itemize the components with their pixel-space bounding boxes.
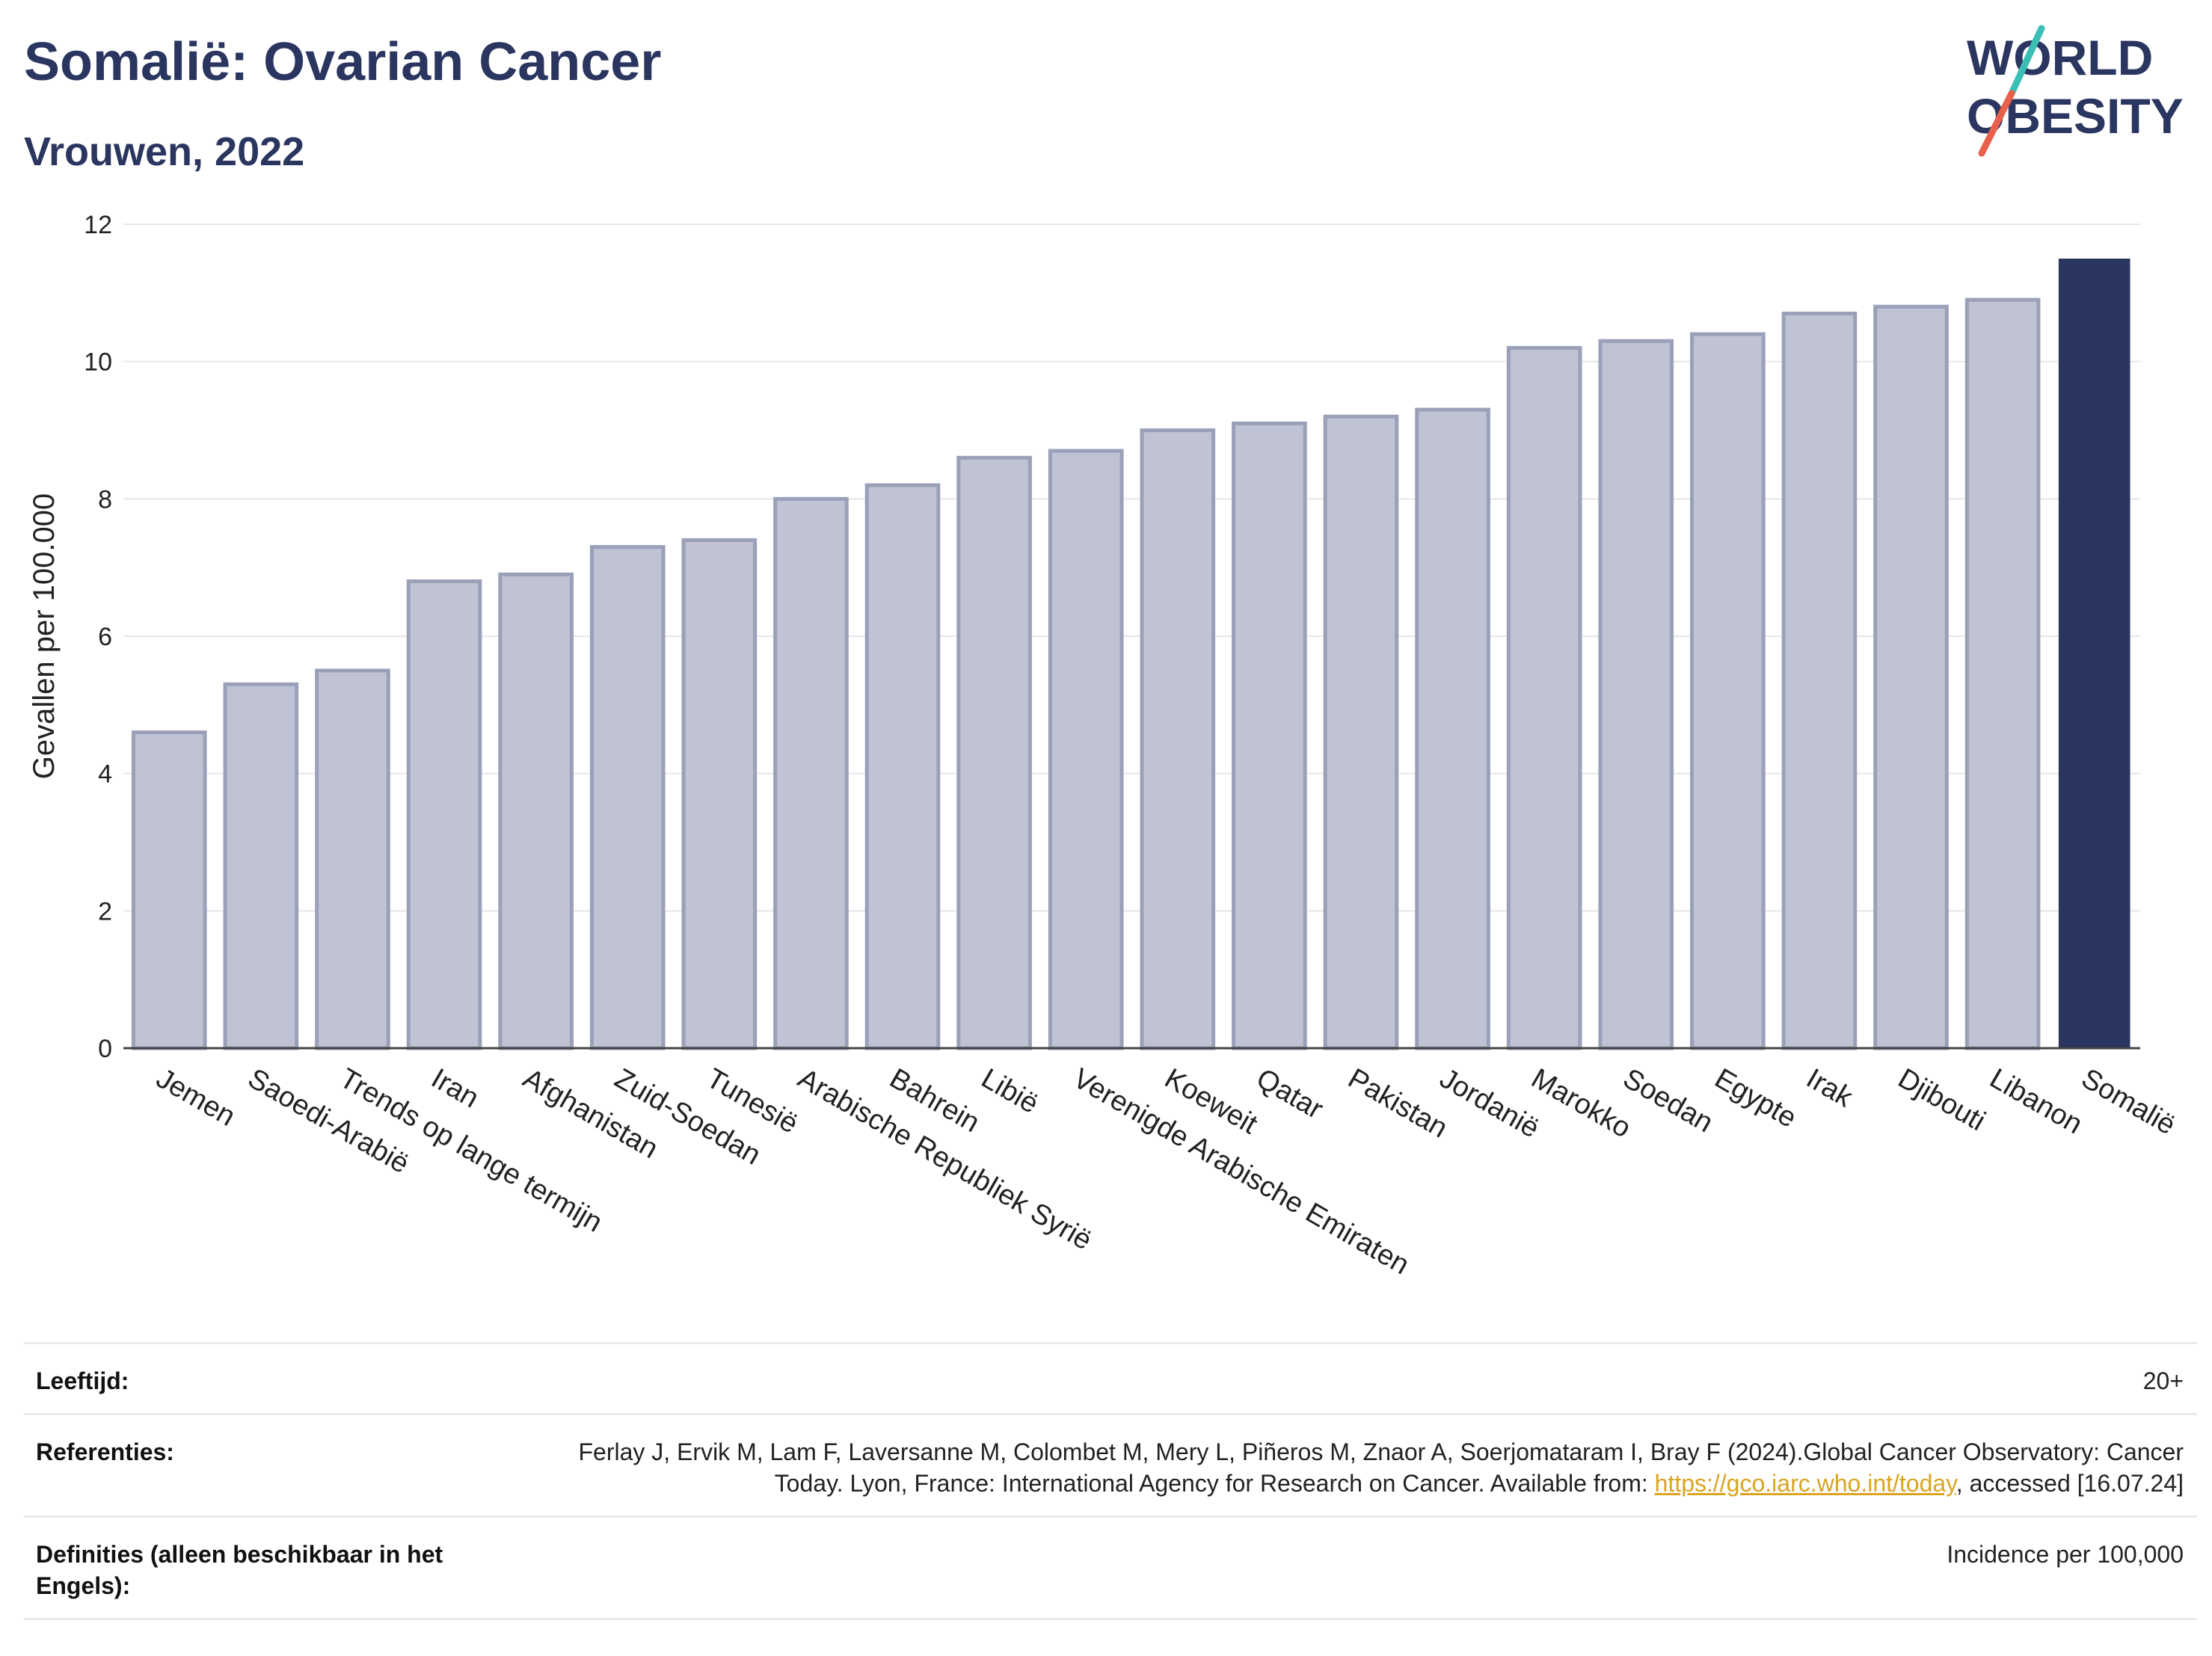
world-obesity-logo: WORLD OBESITY: [1967, 25, 2184, 157]
x-tick-label: Saoedi-Arabië: [242, 1062, 414, 1180]
bar: [1140, 428, 1216, 1050]
meta-row-definitions: Definities (alleen beschikbaar in het En…: [24, 1515, 2197, 1620]
chart-title: Somalië: Ovarian Cancer: [24, 32, 662, 92]
logo-slash-top: [2008, 25, 2045, 97]
x-tick-label: Marokko: [1526, 1062, 1636, 1144]
x-tick-label: Somalië: [2076, 1062, 2181, 1141]
bar: [1690, 332, 1766, 1050]
chart-subtitle: Vrouwen, 2022: [24, 129, 305, 174]
x-tick-label: Iran: [426, 1062, 485, 1114]
bar: [406, 579, 482, 1050]
bar: [589, 545, 666, 1050]
definitions-value: Incidence per 100,000: [1947, 1541, 2184, 1568]
bar: [1048, 449, 1124, 1050]
bar: [1506, 345, 1582, 1050]
y-tick-label: 0: [98, 1035, 112, 1063]
x-tick-label: Jordanië: [1434, 1062, 1544, 1144]
x-tick-label: Jemen: [151, 1062, 241, 1132]
x-tick-label: Pakistan: [1342, 1062, 1452, 1144]
bar: [1415, 407, 1490, 1050]
logo-slash-bottom: [1978, 90, 2015, 157]
definitions-label: Definities (alleen beschikbaar in het En…: [36, 1541, 443, 1599]
age-label: Leeftijd:: [36, 1367, 129, 1394]
bar: [1781, 311, 1858, 1050]
y-tick-label: 12: [84, 211, 112, 239]
references-suffix: , accessed [16.07.24]: [1956, 1470, 2184, 1497]
x-tick-label: Qatar: [1251, 1062, 1329, 1125]
bar: [956, 455, 1032, 1050]
bar: [131, 730, 207, 1050]
logo-line1: WORLD: [1967, 30, 2153, 85]
references-label: Referenties:: [36, 1438, 174, 1465]
bar: [1873, 304, 1949, 1050]
bar-highlight: [2058, 258, 2130, 1049]
x-tick-label: Soedan: [1617, 1062, 1718, 1139]
bar: [681, 538, 758, 1050]
x-tick-label: Libië: [976, 1062, 1044, 1120]
meta-row-age: Leeftijd: 20+: [24, 1342, 2197, 1413]
references-text: Ferlay J, Ervik M, Lam F, Laversanne M, …: [578, 1438, 2184, 1497]
age-value: 20+: [2142, 1367, 2184, 1394]
references-link[interactable]: https://gco.iarc.who.int/today: [1654, 1470, 1956, 1497]
meta-row-references: Referenties: Ferlay J, Ervik M, Lam F, L…: [24, 1413, 2197, 1515]
references-value: Ferlay J, Ervik M, Lam F, Laversanne M, …: [576, 1436, 2184, 1499]
bar: [223, 682, 299, 1050]
bars: [131, 258, 2130, 1050]
bar: [315, 668, 390, 1050]
metadata-table: Leeftijd: 20+ Referenties: Ferlay J, Erv…: [24, 1342, 2197, 1620]
x-tick-label: Djibouti: [1893, 1062, 1991, 1137]
bar: [864, 483, 941, 1050]
y-tick-label: 8: [98, 485, 112, 514]
bar: [1323, 414, 1399, 1050]
x-tick-label: Egypte: [1709, 1062, 1801, 1134]
bar: [1598, 339, 1674, 1050]
bar: [1232, 421, 1307, 1050]
bar: [498, 572, 574, 1050]
bar: [773, 496, 849, 1050]
y-tick-label: 6: [98, 623, 112, 651]
x-tick-label: Libanon: [1985, 1062, 2088, 1140]
y-tick-label: 10: [84, 348, 112, 377]
x-tick-label: Irak: [1801, 1062, 1858, 1114]
y-tick-label: 4: [98, 760, 112, 789]
bar: [1964, 298, 2041, 1050]
y-axis-title: Gevallen per 100.000: [28, 493, 61, 780]
y-tick-label: 2: [98, 897, 112, 926]
